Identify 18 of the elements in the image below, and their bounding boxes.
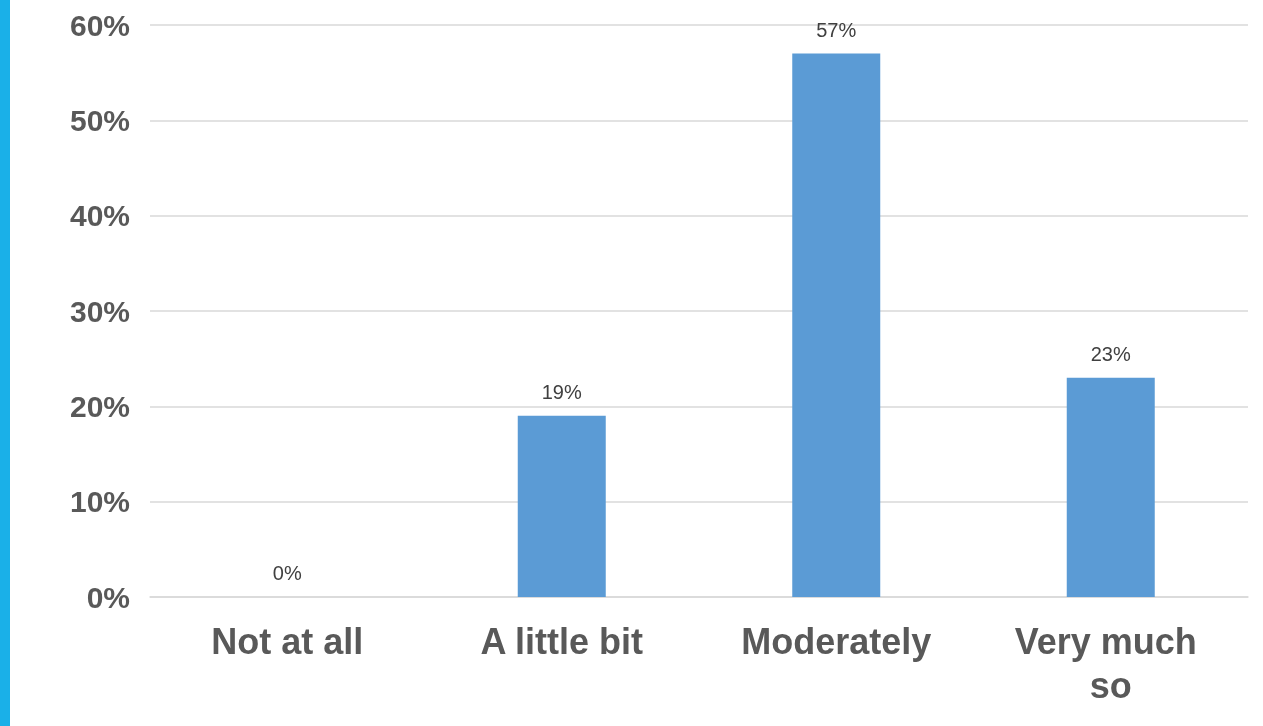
bar [792, 53, 881, 597]
y-tick-label: 30% [69, 294, 130, 328]
data-label: 0% [272, 562, 302, 584]
y-tick-label: 0% [86, 580, 130, 614]
y-tick-label: 50% [69, 103, 130, 137]
x-tick-label: Not at all [211, 620, 364, 662]
data-label: 23% [1090, 342, 1131, 365]
x-tick-label: Moderately [741, 620, 932, 662]
y-tick-label: 60% [69, 8, 130, 42]
y-tick-label: 20% [69, 389, 130, 423]
y-tick-label: 10% [69, 485, 130, 519]
y-tick-label: 40% [69, 199, 130, 233]
data-label: 19% [541, 380, 582, 403]
bar [1066, 377, 1155, 597]
x-tick-label: Very much so [1014, 620, 1207, 706]
x-tick-label: A little bit [480, 620, 644, 662]
data-label: 57% [816, 18, 857, 41]
bar [517, 415, 606, 597]
